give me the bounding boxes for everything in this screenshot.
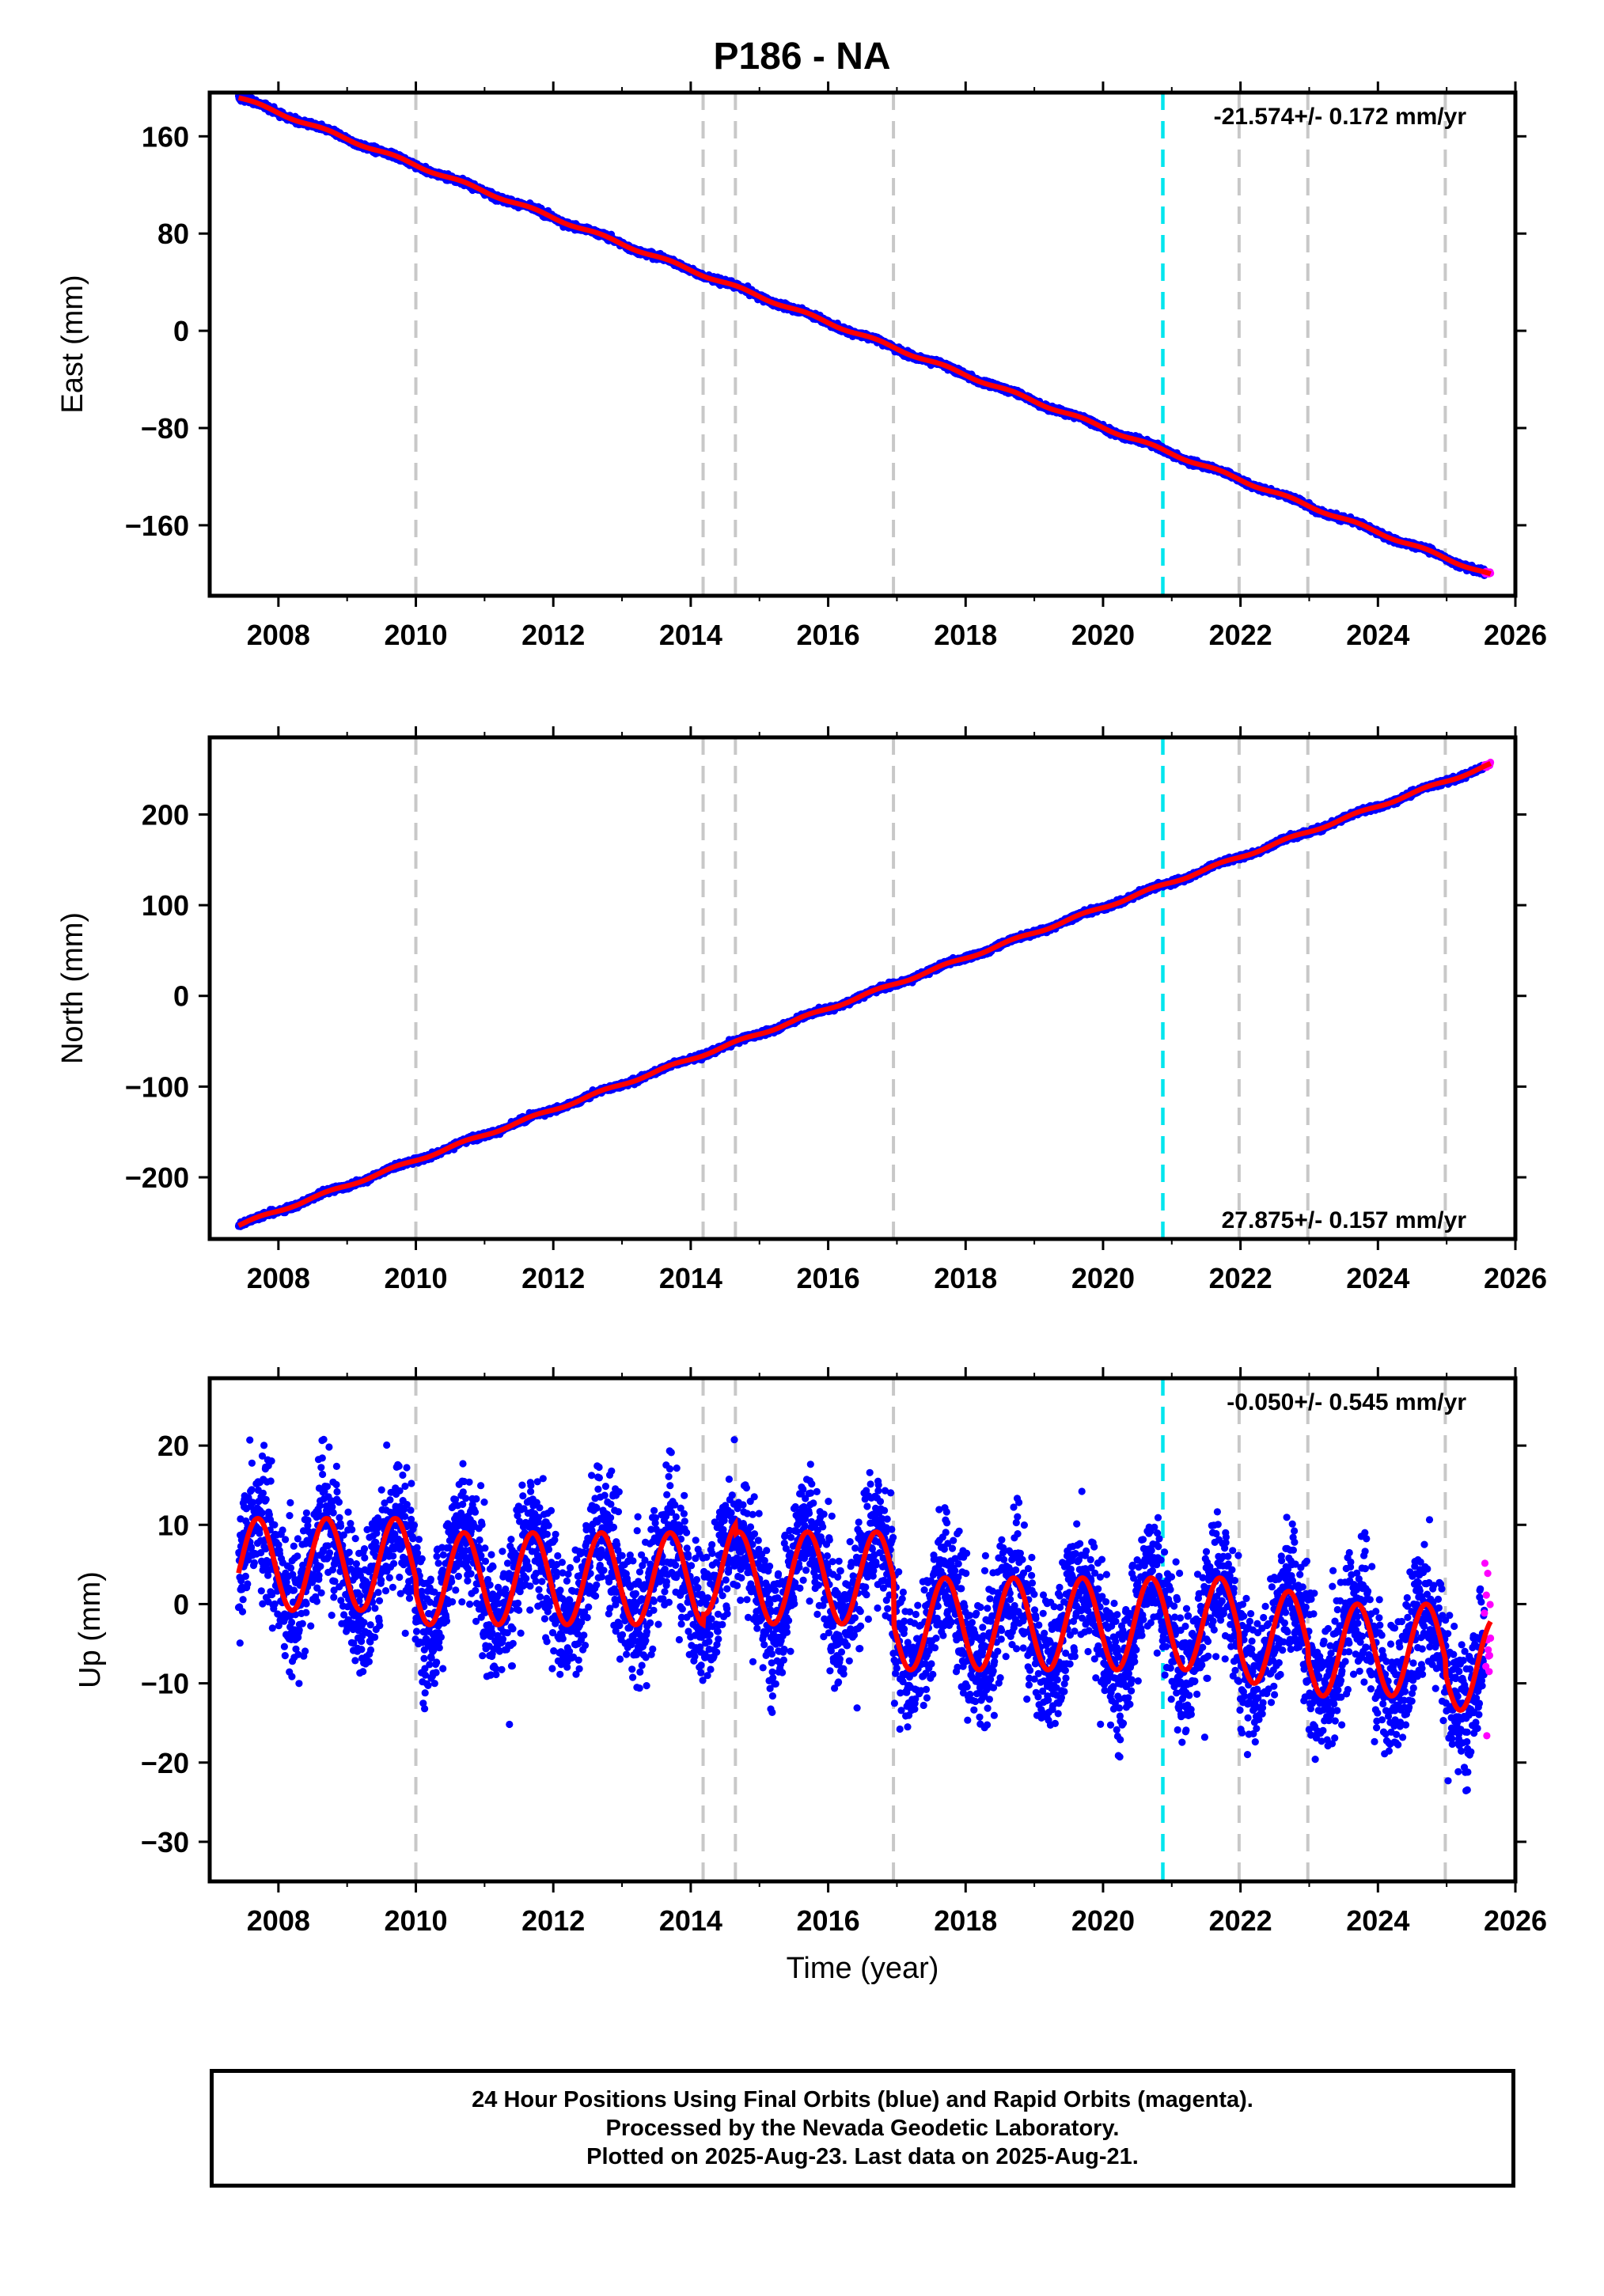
plot-area xyxy=(234,93,1495,596)
chart-title: P186 - NA xyxy=(713,36,891,78)
panel-east: 2008 2010 2012 2014 2016 2018 2020 2022 2024 2026… xyxy=(56,81,1547,651)
